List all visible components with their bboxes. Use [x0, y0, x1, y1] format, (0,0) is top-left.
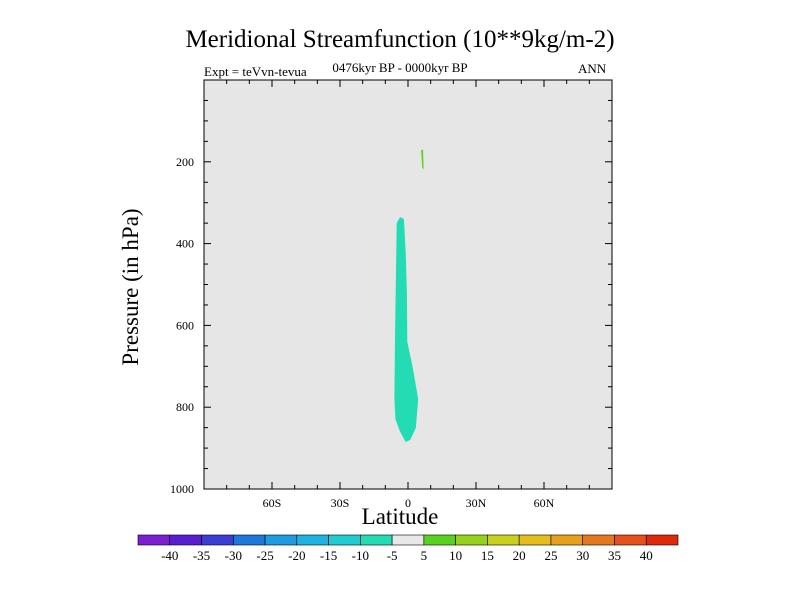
colorbar-swatch: [550, 534, 584, 546]
colorbar-label: -25: [256, 548, 273, 563]
colorbar-swatch: [614, 534, 647, 546]
x-tick-label: 60N: [534, 496, 555, 510]
colorbar-swatch: [232, 534, 266, 546]
colorbar-label: 25: [544, 548, 557, 563]
colorbar: -40 -35 -30 -25 -20 -15 -10 -5 5 10 15 20 25 30 35 40: [137, 534, 679, 563]
colorbar-label: 15: [481, 548, 494, 563]
colorbar-label: 35: [608, 548, 621, 563]
chart-title: Meridional Streamfunction (10**9kg/m-2): [185, 26, 615, 53]
season-label: ANN: [578, 61, 607, 76]
x-tick-label: 30N: [466, 496, 487, 510]
colorbar-swatch: [137, 534, 171, 546]
x-tick-label: 60S: [263, 496, 282, 510]
colorbar-label: 20: [513, 548, 526, 563]
colorbar-label: -15: [320, 548, 337, 563]
colorbar-label: -5: [387, 548, 398, 563]
y-tick-label: 600: [176, 318, 194, 332]
colorbar-label: -30: [225, 548, 242, 563]
y-tick-label: 1000: [170, 482, 194, 496]
chart-subtitle: 0476kyr BP - 0000kyr BP: [332, 60, 468, 75]
plot-axes: 200 400 600 800 1000 60S 30S 0 30N 60N: [170, 79, 613, 510]
contour-region-1: [421, 149, 424, 170]
x-axis-label: Latitude: [361, 504, 439, 529]
colorbar-swatch: [264, 534, 298, 546]
colorbar-label: 30: [576, 548, 589, 563]
contour-region-0: [394, 217, 419, 442]
colorbar-swatch: [487, 534, 520, 546]
colorbar-swatch: [455, 534, 488, 546]
colorbar-swatch: [423, 534, 456, 546]
colorbar-label: -35: [193, 548, 210, 563]
colorbar-swatch: [582, 534, 615, 546]
colorbar-swatch: [518, 534, 552, 546]
colorbar-label: -20: [288, 548, 305, 563]
contour-regions: [394, 149, 424, 442]
colorbar-label: 40: [640, 548, 653, 563]
colorbar-swatch: [391, 534, 425, 546]
colorbar-swatch: [645, 534, 679, 546]
x-tick-label: 0: [405, 496, 411, 510]
colorbar-swatch: [328, 534, 361, 546]
y-tick-label: 200: [176, 155, 194, 169]
colorbar-label: -40: [161, 548, 178, 563]
colorbar-label: 5: [421, 548, 428, 563]
x-tick-label: 30S: [331, 496, 350, 510]
y-tick-label: 800: [176, 400, 194, 414]
colorbar-label: -10: [352, 548, 369, 563]
y-tick-label: 400: [176, 237, 194, 251]
colorbar-label: 10: [449, 548, 462, 563]
colorbar-swatch: [296, 534, 329, 546]
colorbar-swatch: [169, 534, 202, 546]
experiment-label: Expt = teVvn-tevua: [204, 64, 307, 79]
colorbar-swatch: [360, 534, 393, 546]
colorbar-swatch: [201, 534, 234, 546]
